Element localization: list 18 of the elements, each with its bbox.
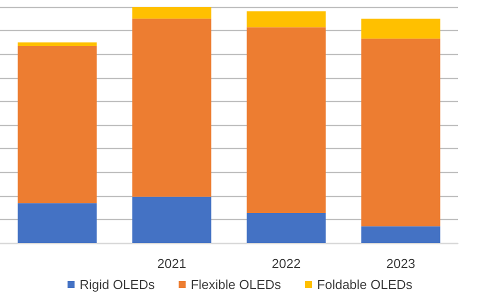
bar (361, 226, 440, 243)
x-tick-label: 2022 (272, 256, 301, 271)
legend-label: Foldable OLEDs (317, 277, 413, 292)
bar (132, 7, 212, 19)
legend-label: Flexible OLEDs (190, 277, 282, 292)
bar (132, 196, 212, 243)
x-tick-label: 2023 (386, 256, 416, 271)
bar (132, 18, 212, 197)
x-tick-label: 2021 (157, 256, 186, 271)
bar (246, 11, 326, 28)
bar (18, 46, 97, 204)
legend-label: Rigid OLEDs (80, 277, 156, 292)
bar (246, 213, 326, 243)
bar (18, 203, 97, 243)
bar (361, 38, 440, 226)
bar (361, 18, 440, 39)
bar (18, 42, 97, 46)
bar (246, 27, 326, 214)
